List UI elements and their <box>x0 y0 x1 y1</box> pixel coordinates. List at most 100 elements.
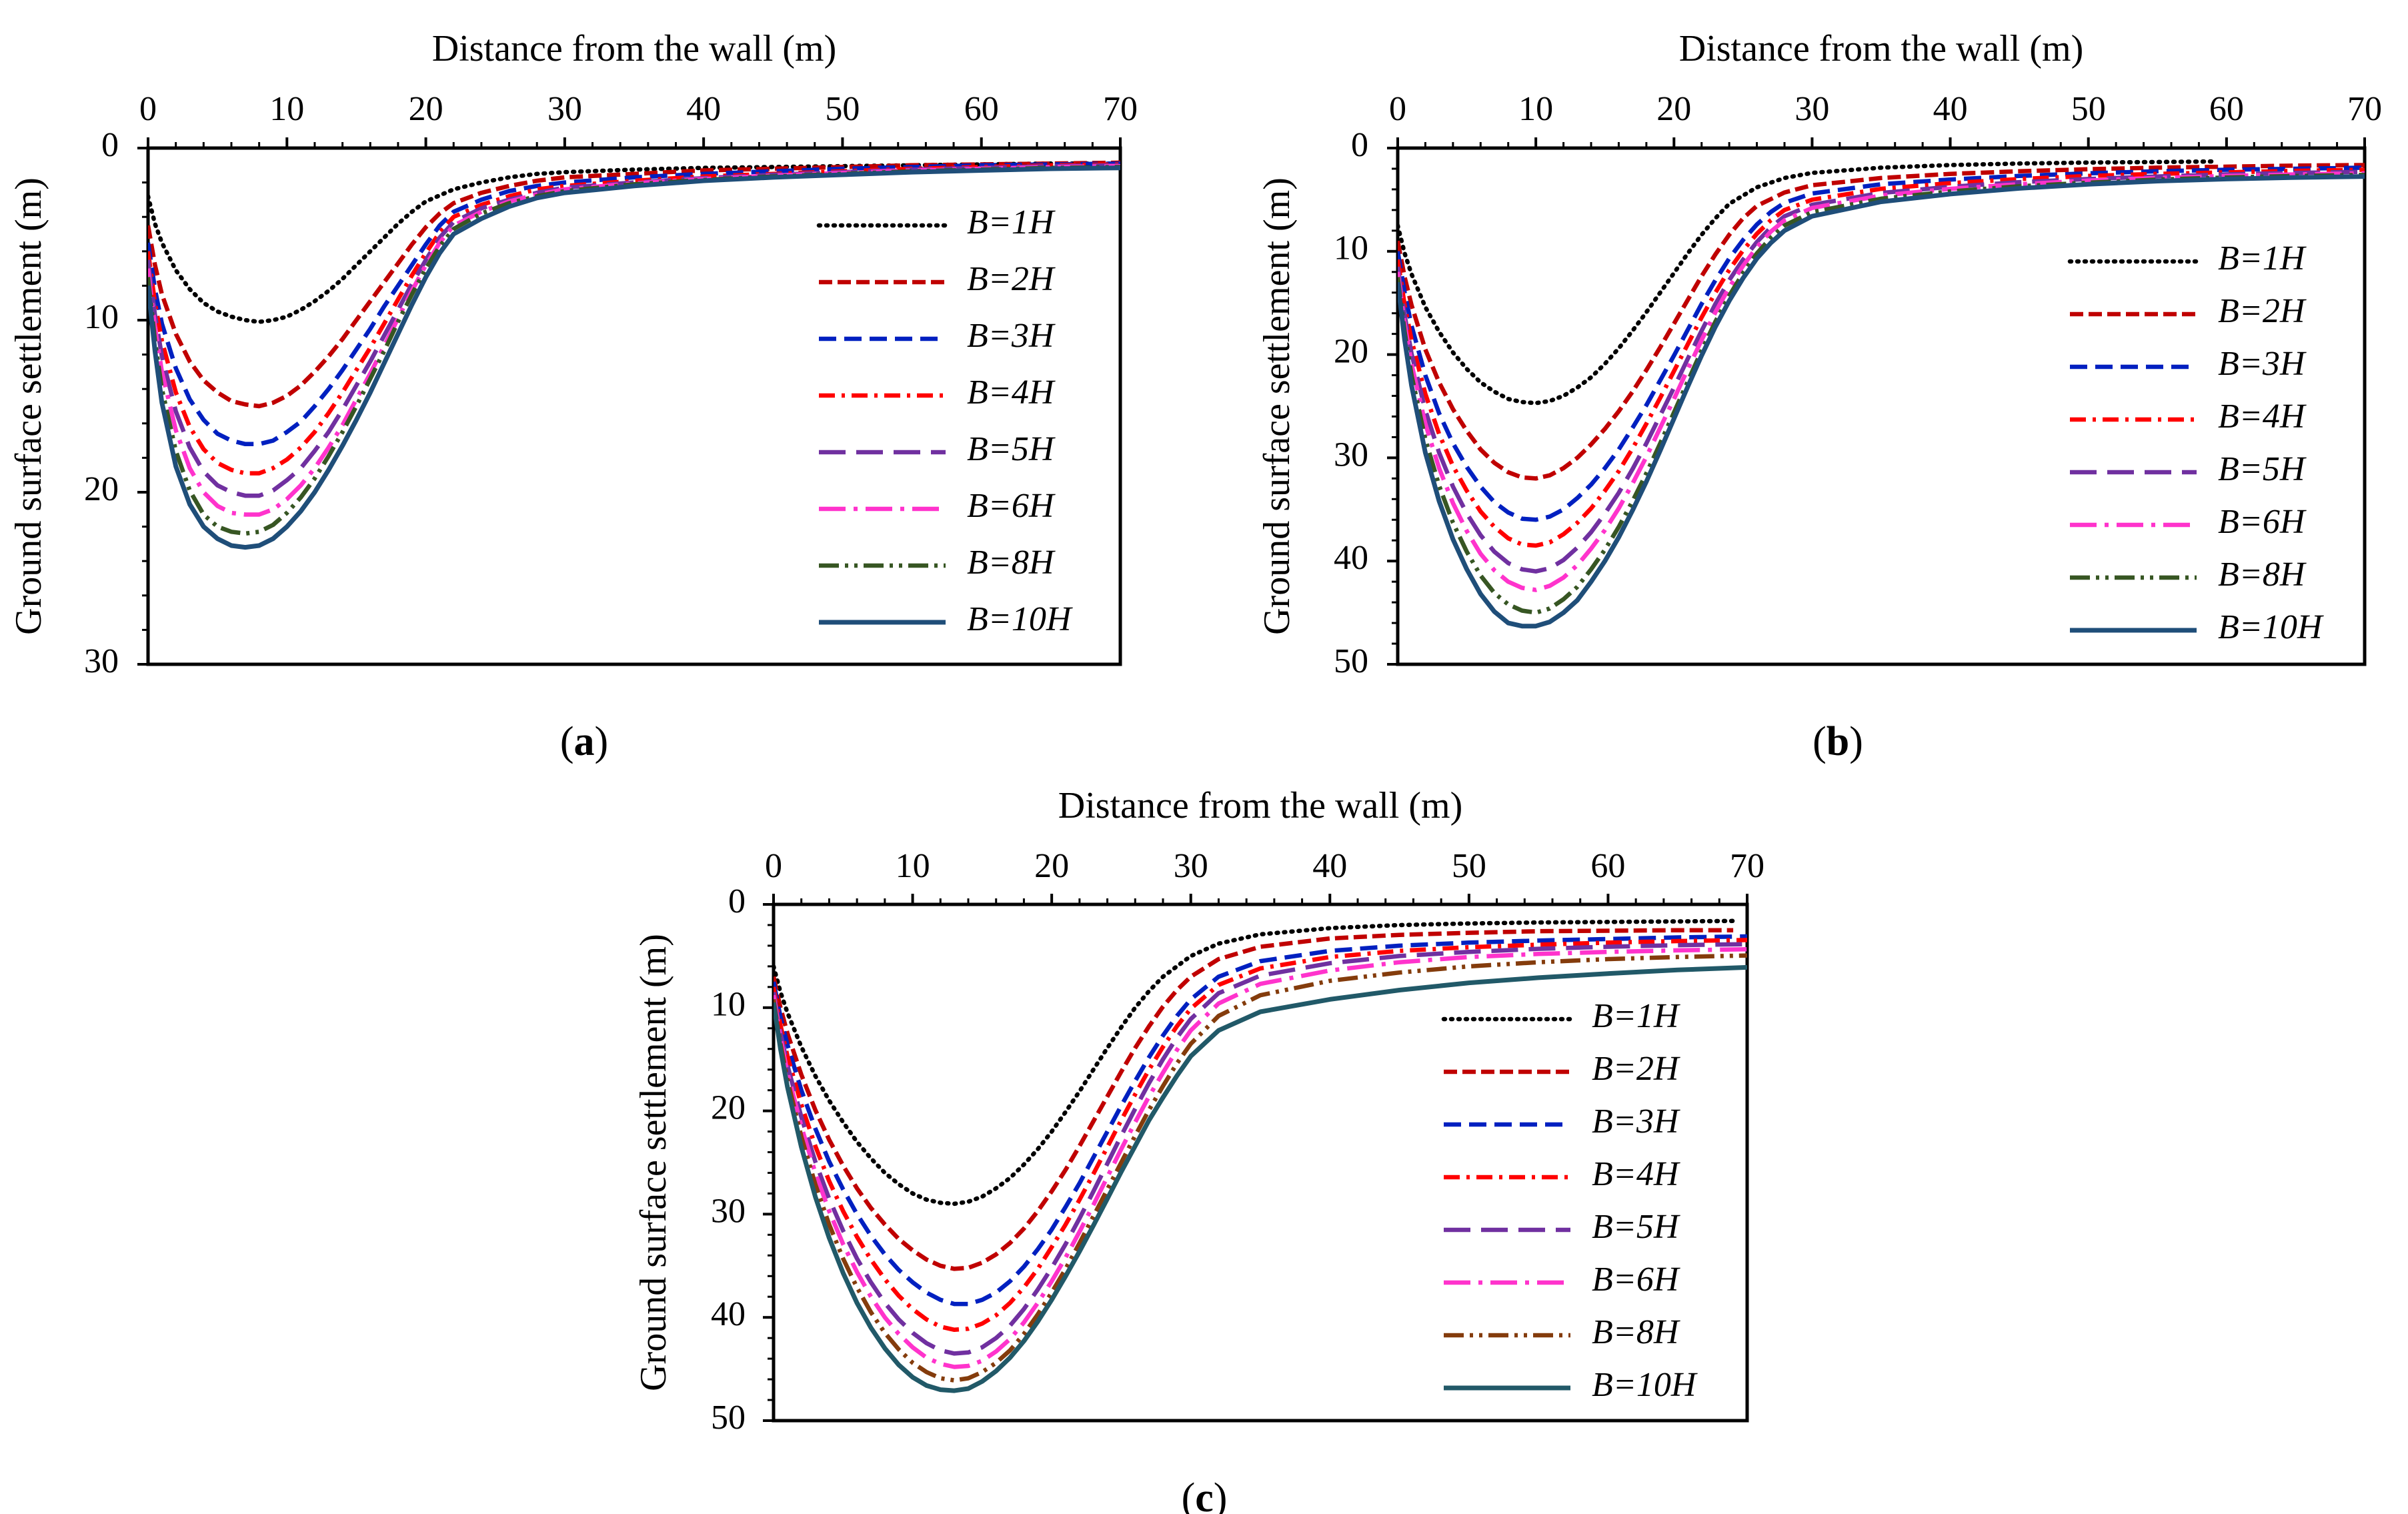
caption-close: ) <box>1849 719 1863 764</box>
legend-label: B=5H <box>967 430 1056 468</box>
series-line-b-3h <box>148 161 1120 447</box>
x-tick-label: 40 <box>1312 847 1347 885</box>
series-line-b-6h <box>148 163 1120 517</box>
x-tick-label: 70 <box>1103 90 1138 128</box>
series-line-b-4h <box>1398 167 2365 548</box>
x-tick-label: 70 <box>1730 847 1764 885</box>
panel-b: Distance from the wall (m) Ground surface… <box>1256 28 2382 764</box>
series-line-b-2h <box>774 928 1734 1271</box>
panel-caption: (c) <box>1182 1475 1228 1514</box>
y-tick-label: 30 <box>711 1192 746 1230</box>
series-line-b-4h <box>774 938 1747 1333</box>
x-tick-label: 40 <box>686 90 721 128</box>
y-tick-label: 30 <box>1334 436 1368 474</box>
y-axis-title: Ground surface settlement (m) <box>1256 177 1298 635</box>
legend-label: B=5H <box>1592 1208 1680 1246</box>
legend-label: B=1H <box>967 203 1056 241</box>
legend-label: B=3H <box>967 317 1056 355</box>
x-tick-label: 50 <box>2071 90 2106 128</box>
y-axis-title: Ground surface settlement (m) <box>8 177 49 635</box>
legend-label: B=10H <box>2218 608 2324 646</box>
x-tick-label: 10 <box>269 90 304 128</box>
series-line-b-5h <box>148 163 1120 498</box>
legend-label: B=4H <box>1592 1155 1680 1193</box>
legend-label: B=3H <box>2218 345 2307 383</box>
legend-label: B=8H <box>1592 1313 1680 1351</box>
x-tick-label: 50 <box>1452 847 1486 885</box>
x-tick-label: 40 <box>1933 90 1968 128</box>
series-line-b-10h <box>1398 174 2365 629</box>
panel-c: Distance from the wall (m) Ground surface… <box>633 785 1764 1514</box>
caption-open: ( <box>1813 719 1827 764</box>
y-tick-label: 0 <box>101 126 119 164</box>
x-axis-title: Distance from the wall (m) <box>1058 785 1462 826</box>
x-tick-label: 20 <box>1656 90 1691 128</box>
legend-label: B=2H <box>967 260 1056 298</box>
y-tick-label: 10 <box>711 986 746 1024</box>
x-tick-label: 30 <box>1794 90 1829 128</box>
legend-label: B=8H <box>967 544 1056 582</box>
panel-a: Distance from the wall (m) Ground surface… <box>8 28 1138 764</box>
legend-label: B=2H <box>1592 1050 1680 1088</box>
plot-frame <box>1396 146 2367 666</box>
x-axis-title: Distance from the wall (m) <box>1679 28 2083 69</box>
y-tick-label: 50 <box>1334 642 1368 680</box>
legend-label: B=10H <box>1592 1366 1698 1404</box>
plot-frame <box>146 146 1122 666</box>
legend-label: B=3H <box>1592 1102 1680 1141</box>
y-tick-label: 20 <box>1334 333 1368 371</box>
y-tick-label: 50 <box>711 1399 746 1437</box>
legend-label: B=10H <box>967 600 1073 638</box>
x-axis-title: Distance from the wall (m) <box>432 28 836 69</box>
series-line-b-3h <box>1398 165 2365 522</box>
y-tick-label: 10 <box>1334 229 1368 267</box>
plot-frame <box>772 902 1749 1423</box>
series-line-b-5h <box>774 942 1747 1356</box>
legend-label: B=6H <box>2218 503 2307 541</box>
series-line-b-5h <box>1398 169 2365 574</box>
x-tick-label: 20 <box>1034 847 1069 885</box>
x-tick-label: 0 <box>765 847 782 885</box>
series-line-b-10h <box>774 964 1747 1393</box>
series-line-b-8h <box>1398 172 2365 615</box>
y-tick-label: 10 <box>84 298 119 336</box>
y-tick-label: 20 <box>711 1089 746 1127</box>
y-tick-label: 40 <box>1334 539 1368 577</box>
series-line-b-1h <box>1398 159 2215 406</box>
x-tick-label: 20 <box>409 90 443 128</box>
x-tick-label: 0 <box>1389 90 1406 128</box>
series-line-b-10h <box>148 165 1120 550</box>
x-tick-label: 60 <box>964 90 999 128</box>
legend-label: B=6H <box>967 487 1056 525</box>
x-tick-label: 60 <box>1590 847 1625 885</box>
legend-label: B=1H <box>2218 239 2307 277</box>
panel-caption: (b) <box>1813 719 1863 764</box>
caption-close: ) <box>1214 1475 1228 1514</box>
y-axis-title: Ground surface settlement (m) <box>633 934 674 1391</box>
x-tick-label: 60 <box>2209 90 2244 128</box>
x-tick-label: 30 <box>1174 847 1208 885</box>
x-tick-label: 10 <box>1518 90 1553 128</box>
panel-caption: (a) <box>560 719 608 764</box>
series-line-b-2h <box>148 160 1120 409</box>
legend-label: B=5H <box>2218 450 2307 488</box>
series-line-b-1h <box>148 161 1120 324</box>
series-line-b-8h <box>774 953 1747 1383</box>
caption-open: ( <box>560 719 574 764</box>
x-tick-label: 10 <box>896 847 930 885</box>
y-tick-label: 30 <box>84 642 119 680</box>
x-tick-label: 0 <box>139 90 157 128</box>
x-tick-label: 70 <box>2347 90 2382 128</box>
caption-letter: b <box>1827 719 1849 764</box>
legend-label: B=2H <box>2218 292 2307 330</box>
series-line-b-3h <box>774 934 1747 1307</box>
x-tick-label: 30 <box>547 90 582 128</box>
series-line-b-1h <box>774 918 1736 1207</box>
y-tick-label: 40 <box>711 1295 746 1333</box>
legend-label: B=8H <box>2218 556 2307 594</box>
y-tick-label: 0 <box>728 882 746 920</box>
legend-label: B=4H <box>2218 398 2307 436</box>
y-tick-label: 0 <box>1351 126 1368 164</box>
x-tick-label: 50 <box>825 90 860 128</box>
